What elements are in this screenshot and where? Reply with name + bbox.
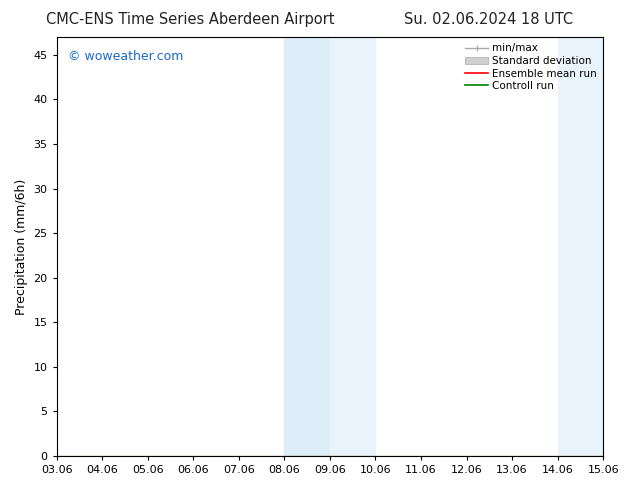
Y-axis label: Precipitation (mm/6h): Precipitation (mm/6h) <box>15 178 28 315</box>
Text: Su. 02.06.2024 18 UTC: Su. 02.06.2024 18 UTC <box>404 12 573 27</box>
Bar <box>285 37 330 456</box>
Legend: min/max, Standard deviation, Ensemble mean run, Controll run: min/max, Standard deviation, Ensemble me… <box>461 39 601 95</box>
Text: CMC-ENS Time Series Aberdeen Airport: CMC-ENS Time Series Aberdeen Airport <box>46 12 335 27</box>
Text: © woweather.com: © woweather.com <box>68 49 183 63</box>
Bar <box>558 37 603 456</box>
Bar <box>330 37 375 456</box>
